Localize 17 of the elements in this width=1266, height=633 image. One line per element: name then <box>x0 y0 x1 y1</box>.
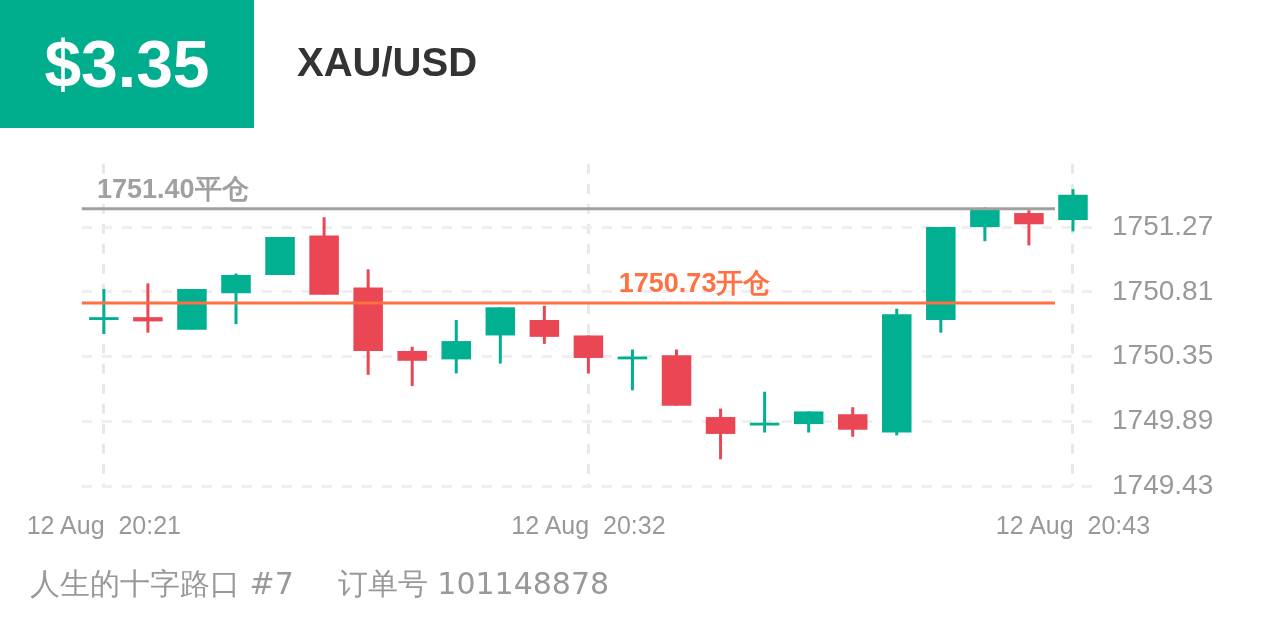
y-tick-label: 1750.81 <box>1112 274 1214 306</box>
chart-title: XAU/USD <box>297 40 478 85</box>
candlestick <box>133 283 163 333</box>
x-tick-label: 12 Aug 20:43 <box>995 510 1151 539</box>
y-tick-label: 1751.27 <box>1112 209 1214 241</box>
candlestick <box>89 289 119 336</box>
y-tick-label: 1749.89 <box>1112 404 1214 435</box>
candlestick <box>749 391 780 433</box>
ref-line-label: 1751.40平仓 <box>97 173 249 204</box>
text: $3.35 <box>0 0 254 128</box>
x-tick-label: 12 Aug 20:32 <box>511 510 666 539</box>
y-tick-label: 1750.35 <box>1112 339 1214 371</box>
text: 订单号 101148878 <box>337 566 610 601</box>
text: 人生的十字路口 #7 <box>30 566 294 601</box>
ref-line-label: 1750.73开仓 <box>618 268 771 299</box>
y-tick-label: 1749.43 <box>1112 468 1214 500</box>
x-tick-label: 12 Aug 20:21 <box>26 510 181 539</box>
